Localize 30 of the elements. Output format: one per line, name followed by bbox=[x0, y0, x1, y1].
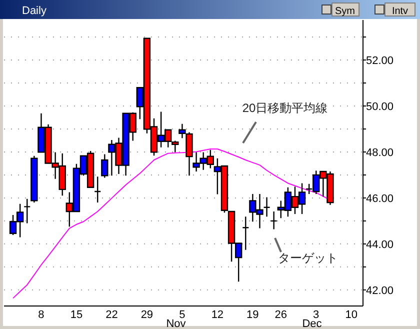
candlestick bbox=[101, 154, 108, 178]
candlestick bbox=[30, 155, 38, 204]
annotation: 20日移動平均線 bbox=[242, 101, 328, 115]
text: Sym bbox=[335, 6, 355, 17]
text: Intv bbox=[392, 6, 408, 17]
y-tick-label: 52.00 bbox=[366, 55, 394, 68]
y-tick-label: 48.00 bbox=[366, 146, 394, 159]
y-tick-label: 46.00 bbox=[366, 192, 394, 205]
x-tick-label: 10 bbox=[345, 309, 358, 321]
x-tick-label: 15 bbox=[70, 309, 83, 321]
x-tick-label: 8 bbox=[38, 309, 44, 321]
x-tick-label: 22 bbox=[106, 309, 118, 321]
annotation: ターゲット bbox=[278, 251, 338, 265]
x-tick-label: 29 bbox=[140, 309, 154, 321]
text: Nov bbox=[166, 318, 186, 329]
x-tick-label: 3 bbox=[313, 309, 320, 321]
candlestick bbox=[94, 176, 102, 204]
x-tick-label: 5 bbox=[179, 309, 186, 321]
text: Dec bbox=[302, 318, 322, 329]
x-tick-label: 19 bbox=[246, 309, 259, 321]
y-tick-label: 44.00 bbox=[366, 238, 394, 251]
y-tick-label: 50.00 bbox=[366, 100, 394, 113]
chart-title: Daily bbox=[22, 5, 47, 17]
y-tick-label: 42.00 bbox=[366, 284, 394, 297]
candlestick bbox=[263, 196, 270, 218]
candlestick bbox=[24, 198, 31, 224]
candlestick bbox=[270, 210, 278, 230]
x-tick-label: 26 bbox=[274, 309, 288, 321]
candlestick bbox=[242, 216, 250, 251]
x-tick-label: 12 bbox=[211, 309, 224, 321]
